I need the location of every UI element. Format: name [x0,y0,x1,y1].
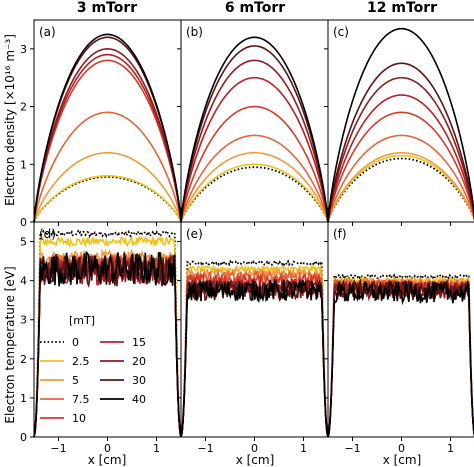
series-line-20mT [33,48,182,223]
column-title-6mtorr: 6 mTorr [225,0,285,16]
series-line-40mT [180,36,329,223]
y-tick-label: 4 [20,275,27,288]
series-line-30mT [180,278,329,438]
series-line-40mT [327,280,474,438]
panel-b: (b) [177,19,329,226]
x-tick-label: −1 [50,442,66,455]
series-line-7.5mT [33,111,182,223]
series-line-10mT [327,111,474,223]
series-line-15mT [180,276,329,438]
series-line-2.5mT [33,235,182,438]
panel-frame [327,19,474,223]
x-tick-label: 0 [251,442,258,455]
series-line-15mT [327,94,474,223]
y-tick-label: 3 [20,43,27,56]
legend-label: 2.5 [72,355,90,368]
series-line-10mT [180,105,329,223]
y-tick-label: 0 [20,216,27,229]
series-line-30mT [327,277,474,438]
panel-label: (d) [39,227,56,241]
x-tick-label: 0 [398,442,405,455]
x-tick-label: 1 [300,442,307,455]
y-tick-label: 2 [20,101,27,114]
series-line-15mT [33,53,182,223]
panel-frame [180,221,329,438]
series-line-7.5mT [180,134,329,223]
x-tick-label: 1 [447,442,454,455]
series-line-5mT [33,151,182,223]
series-line-5mT [180,266,329,438]
x-axis-label-middle: x [cm] [236,453,275,467]
y-tick-label: 3 [20,314,27,327]
legend-label: 7.5 [72,393,90,406]
legend-label: 30 [132,374,146,387]
series-line-15mT [327,278,474,438]
series-line-40mT [327,27,474,223]
x-axis-label-right: x [cm] [383,453,422,467]
series-line-0mT [33,228,182,438]
x-tick-label: −1 [344,442,360,455]
x-tick-label: 1 [153,442,160,455]
x-axis-label-left: x [cm] [88,453,127,467]
legend-label: 10 [72,412,86,425]
legend-label: 15 [132,336,146,349]
panel-c: (c) [324,19,474,226]
y-tick-label: 1 [20,392,27,405]
series-line-20mT [327,279,474,438]
y-axis-label-density: Electron density [×10¹⁶ m⁻³] [3,34,17,206]
panel-frame [327,221,474,438]
y-tick-label: 1 [20,158,27,171]
series-line-5mT [327,151,474,223]
series-line-20mT [180,59,329,223]
legend-label: 0 [72,336,79,349]
column-title-12mtorr: 12 mTorr [367,0,437,16]
x-tick-label: 0 [104,442,111,455]
y-tick-label: 5 [20,236,27,249]
series-line-7.5mT [327,276,474,438]
series-line-0mT [33,176,182,223]
legend-label: 40 [132,393,146,406]
series-line-30mT [327,62,474,223]
series-line-2.5mT [180,263,329,438]
panel-label: (f) [333,227,347,241]
series-line-0mT [180,259,329,438]
series-line-0mT [327,157,474,223]
series-line-7.5mT [327,134,474,223]
series-line-5mT [180,151,329,223]
series-line-40mT [33,33,182,223]
panel-label: (a) [39,25,56,39]
series-line-2.5mT [327,154,474,223]
series-line-20mT [180,277,329,438]
legend-title: [mT] [69,314,95,327]
series-line-20mT [327,76,474,223]
series-line-15mT [33,259,182,438]
series-line-10mT [33,59,182,223]
series-line-40mT [180,279,329,438]
panel-a: 0 1 2 3 (a) [20,19,182,229]
series-line-2.5mT [180,163,329,223]
panel-label: (e) [186,227,203,241]
series-line-15mT [180,76,329,223]
legend-label: 5 [72,374,79,387]
legend: [mT] 0 2.5 5 7.5 10 15 20 30 40 [40,314,146,425]
series-line-40mT [33,250,182,438]
column-title-3mtorr: 3 mTorr [77,0,137,16]
panel-label: (c) [333,25,349,39]
x-tick-label: −1 [197,442,213,455]
panel-label: (b) [186,25,203,39]
series-line-10mT [327,277,474,438]
series-line-2.5mT [33,175,182,223]
y-axis-label-temperature: Electron temperature [eV] [3,266,17,423]
y-tick-label: 2 [20,353,27,366]
series-line-0mT [180,166,329,223]
series-line-30mT [180,45,329,223]
legend-label: 20 [132,355,146,368]
panel-f: −1 0 1 (f) [324,221,474,455]
y-tick-label: 0 [20,431,27,444]
panel-e: −1 0 1 (e) [177,221,329,455]
